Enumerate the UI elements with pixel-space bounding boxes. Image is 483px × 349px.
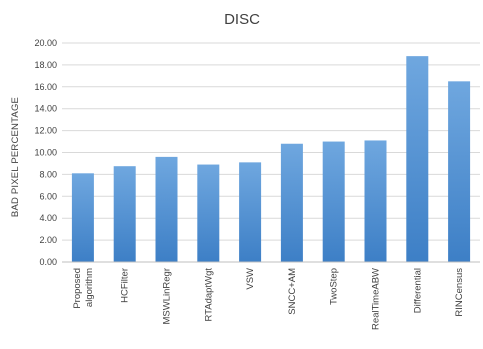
y-axis-ticks: 0.00 2.00 4.00 6.00 8.00 10.00 12.00 14.00 16.00…: [34, 38, 57, 267]
y-tick-label: 2.00: [39, 235, 57, 245]
x-tick-label: RealTimeABW: [371, 268, 382, 330]
y-tick-label: 12.00: [34, 126, 57, 136]
x-tick-label: Differential: [412, 268, 423, 313]
bar: [197, 164, 220, 262]
y-tick-label: 0.00: [39, 257, 57, 267]
x-tick-label: HCFilter: [120, 268, 131, 303]
y-tick-label: 8.00: [39, 169, 57, 179]
y-axis-label: BAD PIXEL PERCENTAGE: [10, 97, 21, 217]
bar: [364, 140, 387, 262]
y-tick-label: 16.00: [34, 82, 57, 92]
y-tick-label: 18.00: [34, 60, 57, 70]
x-tick-label: MSWLinRegr: [162, 268, 173, 325]
bar: [113, 166, 136, 262]
x-tick-label: SNCC+AM: [287, 268, 298, 315]
chart-title: DISC: [224, 11, 260, 28]
bar: [71, 173, 94, 262]
x-tick-label: TwoStep: [329, 268, 340, 305]
bar: [280, 143, 303, 262]
bar: [322, 141, 345, 262]
x-tick-label: Proposed: [72, 268, 83, 309]
x-axis-ticks: Proposed algorithm HCFilter MSWLinRegr RTAda…: [72, 268, 465, 330]
bar: [406, 56, 429, 262]
y-tick-label: 20.00: [34, 38, 57, 48]
x-tick-label: VSW: [245, 268, 256, 290]
y-tick-label: 14.00: [34, 104, 57, 114]
y-tick-label: 10.00: [34, 148, 57, 158]
bar: [239, 162, 262, 262]
x-tick-label: algorithm: [84, 268, 95, 307]
x-tick-label: RTAdaptWgt: [203, 268, 214, 322]
x-tick-label: RINCensus: [454, 268, 465, 317]
y-tick-label: 6.00: [39, 191, 57, 201]
y-tick-label: 4.00: [39, 213, 57, 223]
bars: [71, 56, 471, 262]
bar: [155, 156, 178, 262]
bar: [448, 81, 471, 262]
